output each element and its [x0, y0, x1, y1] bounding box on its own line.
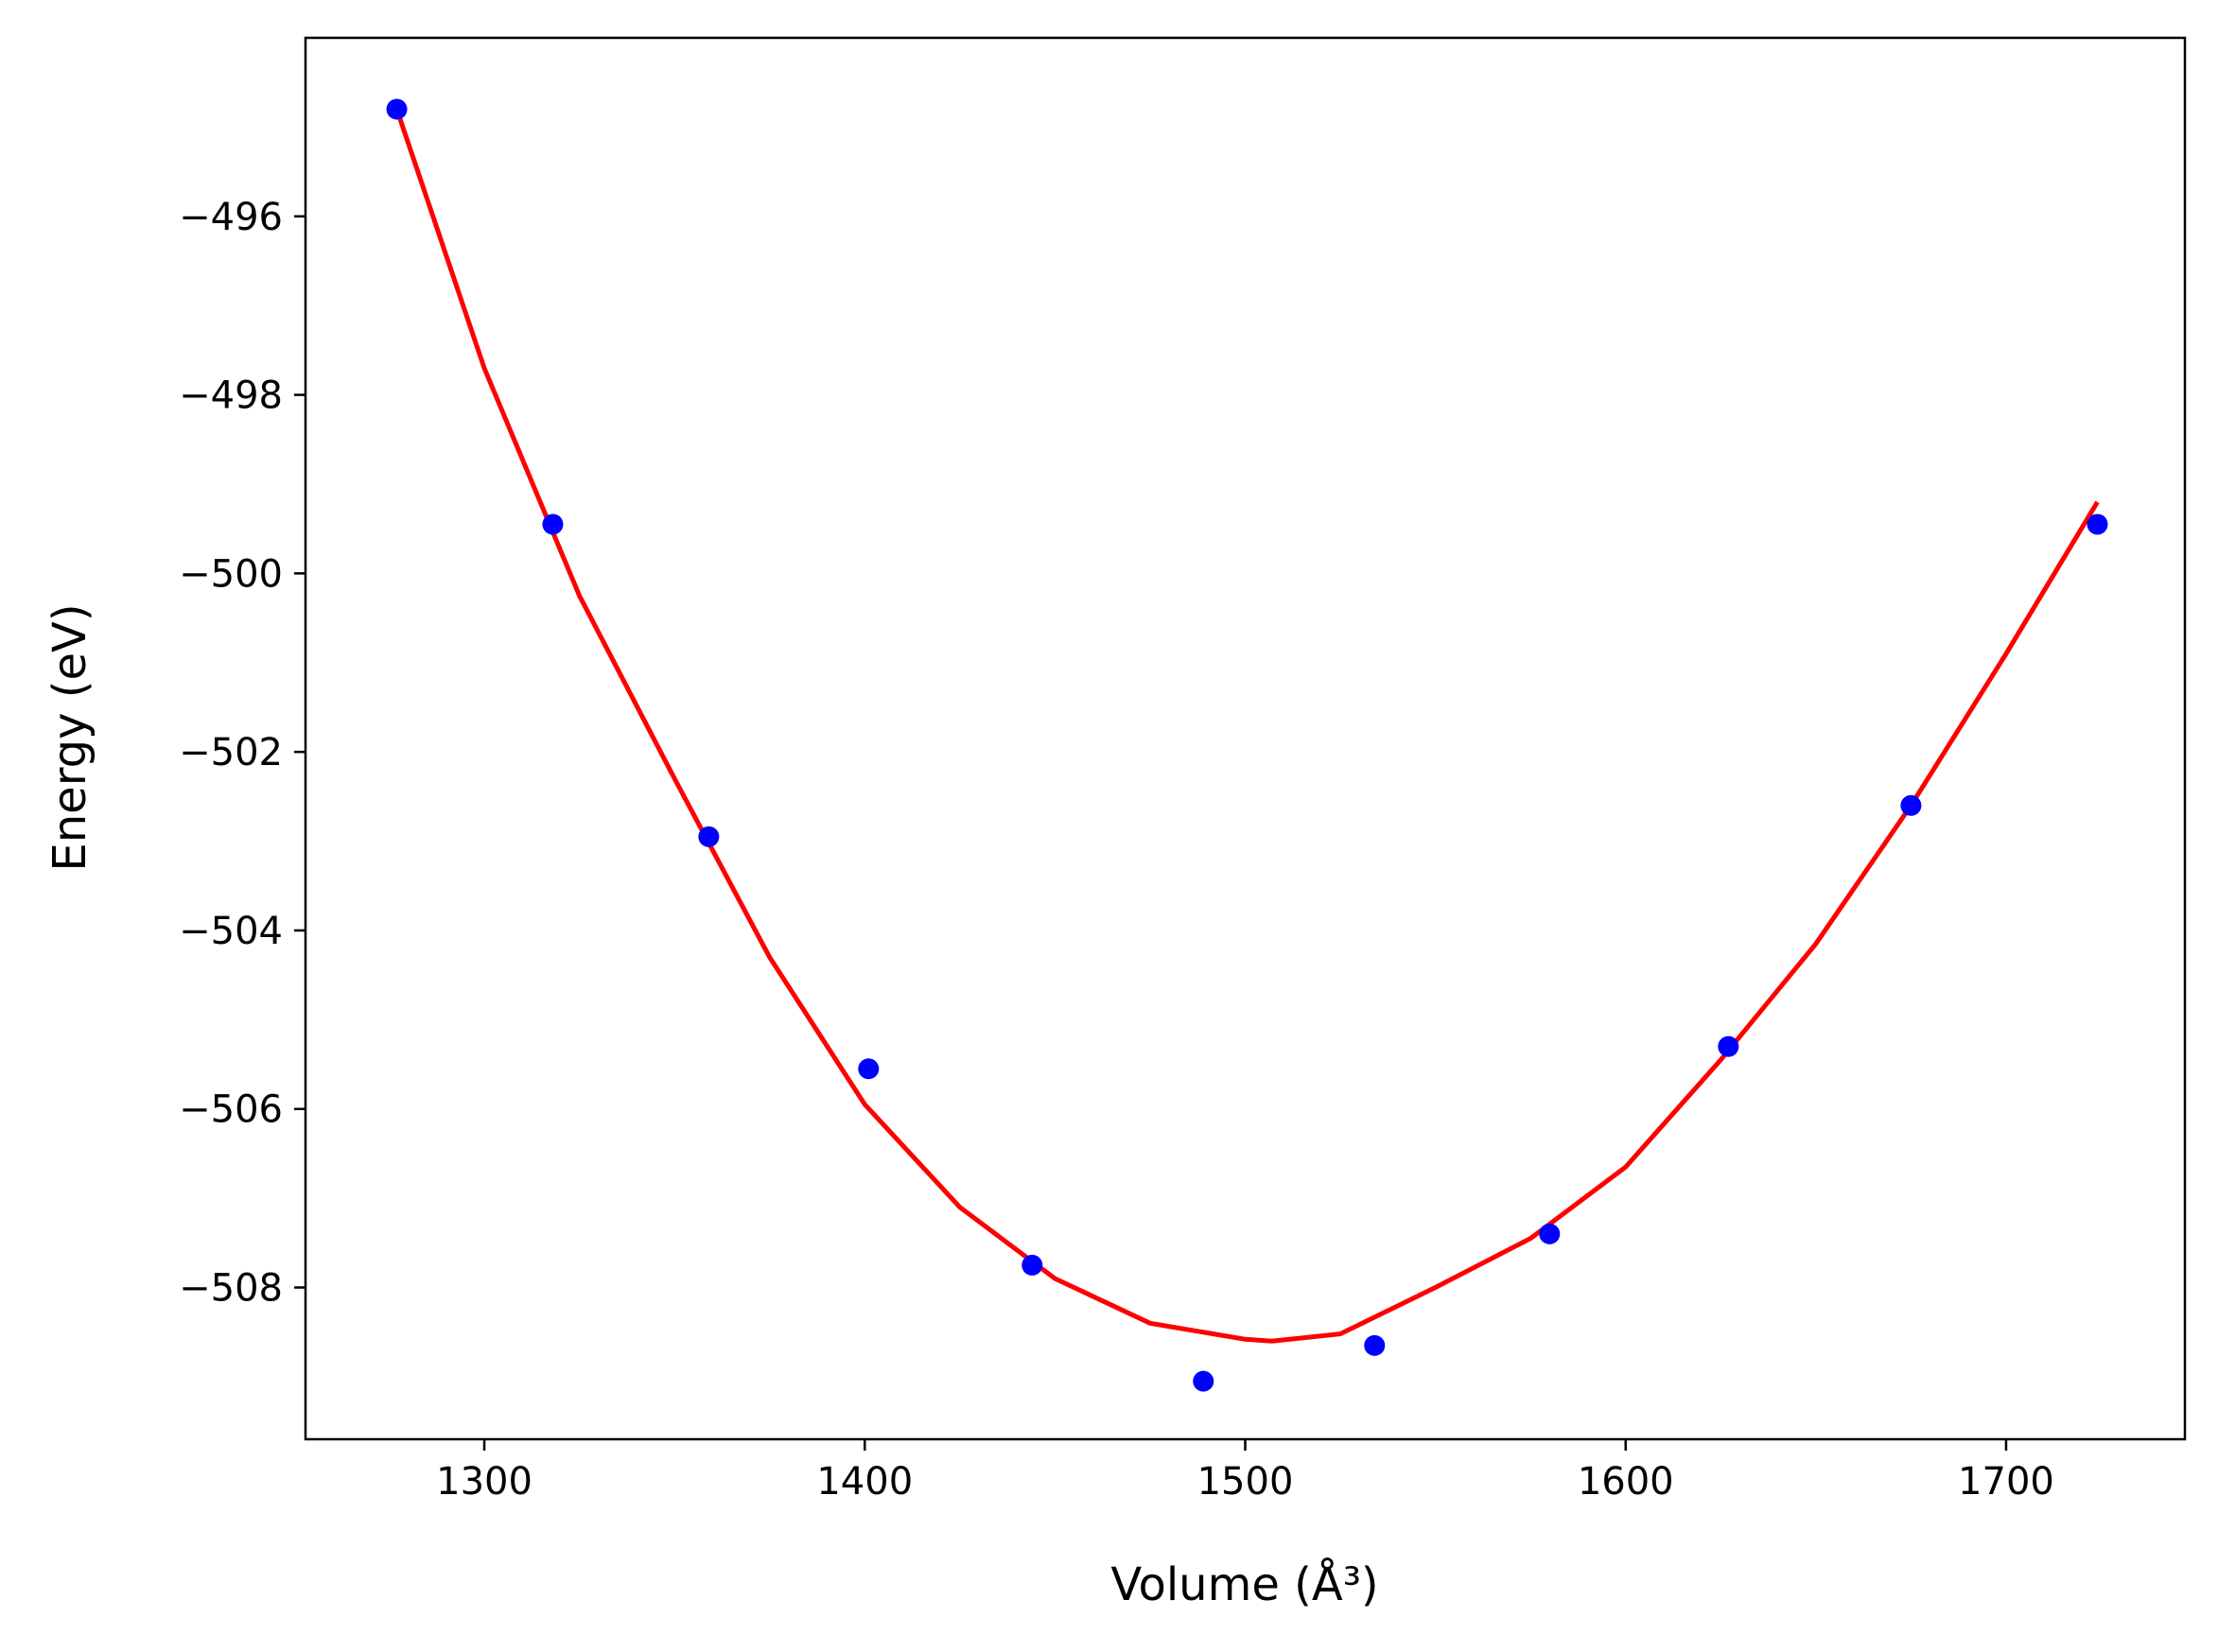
y-axis-label: Energy (eV)	[44, 603, 96, 871]
x-axis-ticks: 1300 1400 1500 1600 1700	[436, 1439, 2054, 1504]
y-tick-label: −506	[179, 1088, 283, 1132]
y-tick-label: −496	[179, 196, 283, 239]
y-tick-label: −504	[179, 910, 283, 953]
data-point	[2087, 513, 2108, 535]
data-points	[386, 98, 2108, 1392]
data-point	[858, 1058, 880, 1080]
y-tick-label: −502	[179, 731, 283, 774]
y-axis-ticks: −496 −498 −500 −502 −504 −506 −508	[179, 196, 306, 1311]
x-tick-label: 1500	[1197, 1460, 1294, 1504]
data-point	[1900, 794, 1922, 816]
data-point	[542, 513, 564, 535]
y-tick-label: −500	[179, 552, 283, 596]
fit-curve	[394, 108, 2100, 1344]
x-tick-label: 1700	[1958, 1460, 2054, 1504]
data-point	[386, 98, 408, 120]
data-point	[698, 826, 720, 847]
data-point	[1539, 1223, 1561, 1244]
x-axis-label: Volume (Å³)	[1110, 1557, 1378, 1611]
y-tick-label: −498	[179, 374, 283, 418]
data-point	[1364, 1334, 1386, 1356]
x-tick-label: 1600	[1578, 1460, 1674, 1504]
data-point	[1193, 1370, 1214, 1392]
data-point	[1022, 1254, 1043, 1276]
x-tick-label: 1300	[436, 1460, 533, 1504]
plot-area	[306, 38, 2185, 1439]
plot-frame	[304, 36, 2187, 1441]
y-tick-label: −508	[179, 1267, 283, 1311]
data-point	[1718, 1035, 1739, 1057]
x-tick-label: 1400	[816, 1460, 913, 1504]
